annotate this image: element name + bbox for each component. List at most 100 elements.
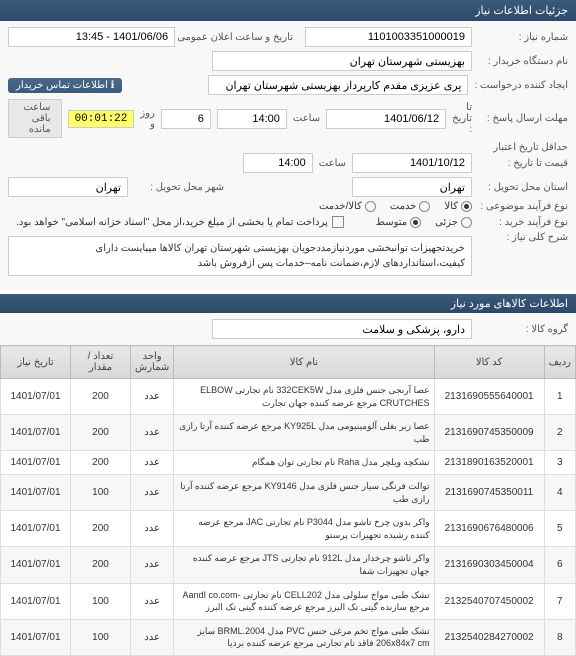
province-label: استان محل تحویل : [478, 182, 568, 193]
cell-date: 1401/07/01 [1, 511, 71, 547]
announce-input[interactable] [8, 27, 175, 47]
cell-name: عصا زیر بغلی آلومینیومی مدل KY925L مرجع … [174, 415, 434, 451]
table-row[interactable]: 62131690303450004واکر تاشو چرخدار مدل 91… [1, 547, 576, 583]
deadline-time-lbl: ساعت [293, 113, 320, 124]
buy-type-label: نوع فرآیند خرید : [478, 217, 568, 228]
cell-unit: عدد [131, 511, 174, 547]
cell-code: 2131690555640001 [434, 379, 544, 415]
radio-goods-service-label: کالا/خدمت [319, 201, 362, 212]
cell-unit: عدد [131, 451, 174, 475]
cell-qty: 200 [71, 379, 131, 415]
cell-unit: عدد [131, 379, 174, 415]
info-icon: ℹ [111, 80, 115, 91]
cell-code: 2131690745350009 [434, 415, 544, 451]
cell-code: 2132540707450002 [434, 583, 544, 619]
cell-date: 1401/07/01 [1, 619, 71, 655]
cell-qty: 100 [71, 619, 131, 655]
table-row[interactable]: 72132540707450002تشک طبی مواج سلولی مدل … [1, 583, 576, 619]
requester-input[interactable] [208, 75, 468, 95]
table-row[interactable]: 52131690676480006واکر بدون چرخ تاشو مدل … [1, 511, 576, 547]
cell-name: توالت فرنگی سیار جنس فلزی مدل KY9146 مرج… [174, 474, 434, 510]
radio-service[interactable]: خدمت [390, 201, 431, 212]
buyer-org-input[interactable] [212, 51, 472, 71]
col-name: نام کالا [174, 346, 434, 379]
cell-name: تشکچه ویلچر مدل Raha نام تجارتی توان همگ… [174, 451, 434, 475]
table-row[interactable]: 42131690745350011توالت فرنگی سیار جنس فل… [1, 474, 576, 510]
deadline-date-lbl: تا تاریخ : [452, 102, 472, 135]
cell-qty: 100 [71, 474, 131, 510]
radio-goods[interactable]: کالا [444, 201, 472, 212]
validity-sub-label: قیمت تا تاریخ : [478, 158, 568, 169]
table-row[interactable]: 82132540284270002تشک طبی مواج تخم مرغی ج… [1, 619, 576, 655]
days-lbl: روز و [140, 108, 155, 130]
col-idx: ردیف [544, 346, 575, 379]
radio-medium-label: متوسط [376, 217, 407, 228]
table-row[interactable]: 32131890163520001تشکچه ویلچر مدل Raha نا… [1, 451, 576, 475]
city-input[interactable] [8, 177, 128, 197]
cell-date: 1401/07/01 [1, 451, 71, 475]
deadline-time-input[interactable] [217, 109, 287, 129]
radio-dot-icon [419, 201, 430, 212]
cell-unit: عدد [131, 415, 174, 451]
group-input[interactable] [212, 319, 472, 339]
subject-radio-group: کالا خدمت کالا/خدمت [319, 201, 472, 212]
need-no-input[interactable] [305, 27, 472, 47]
cell-qty: 200 [71, 511, 131, 547]
buyer-org-label: نام دستگاه خریدار : [478, 56, 568, 67]
cell-unit: عدد [131, 547, 174, 583]
cell-code: 2132540284270002 [434, 619, 544, 655]
checkbox-icon [332, 216, 344, 228]
radio-dot-icon [365, 201, 376, 212]
cell-date: 1401/07/01 [1, 379, 71, 415]
radio-dot-icon [461, 217, 472, 228]
radio-medium[interactable]: متوسط [376, 217, 421, 228]
radio-goods-service[interactable]: کالا/خدمت [319, 201, 376, 212]
payment-checkbox[interactable]: پرداخت تمام یا بخشی از مبلغ خرید،از محل … [16, 216, 344, 228]
cell-idx: 1 [544, 379, 575, 415]
radio-small[interactable]: جزئی [435, 217, 472, 228]
cell-code: 2131690303450004 [434, 547, 544, 583]
radio-dot-icon [461, 201, 472, 212]
need-desc-label: شرح کلی نیاز : [478, 232, 568, 243]
cell-idx: 3 [544, 451, 575, 475]
items-section-header: اطلاعات کالاهای مورد نیاز [0, 294, 576, 313]
timer-remain-label: ساعت باقی مانده [8, 99, 62, 138]
cell-qty: 200 [71, 547, 131, 583]
cell-date: 1401/07/01 [1, 415, 71, 451]
validity-time-lbl: ساعت [319, 158, 346, 169]
countdown-timer: 00:01:22 [68, 110, 135, 128]
items-table-wrap: ردیف کد کالا نام کالا واحد شمارش تعداد /… [0, 345, 576, 656]
cell-idx: 8 [544, 619, 575, 655]
validity-time-input[interactable] [243, 153, 313, 173]
deadline-date-input[interactable] [326, 109, 446, 129]
cell-code: 2131690745350011 [434, 474, 544, 510]
cell-qty: 100 [71, 583, 131, 619]
subject-label: نوع فرآیند موضوعی : [478, 201, 568, 212]
group-label: گروه کالا : [478, 324, 568, 335]
validity-label: حداقل تاریخ اعتبار [478, 142, 568, 153]
radio-dot-icon [410, 217, 421, 228]
table-row[interactable]: 12131690555640001عصا آرنجی جنس فلزی مدل … [1, 379, 576, 415]
days-input[interactable] [161, 109, 211, 129]
col-code: کد کالا [434, 346, 544, 379]
items-section-title: اطلاعات کالاهای مورد نیاز [451, 298, 568, 310]
cell-code: 2131890163520001 [434, 451, 544, 475]
form-area: شماره نیاز : تاریخ و ساعت اعلان عمومی : … [0, 21, 576, 290]
contact-badge[interactable]: ℹ اطلاعات تماس خریدار [8, 78, 122, 93]
col-qty: تعداد / مقدار [71, 346, 131, 379]
contact-badge-label: اطلاعات تماس خریدار [16, 80, 108, 91]
need-no-label: شماره نیاز : [478, 32, 568, 43]
city-label: شهر محل تحویل : [134, 182, 224, 193]
cell-name: واکر بدون چرخ تاشو مدل P3044 نام تجارتی … [174, 511, 434, 547]
table-row[interactable]: 22131690745350009عصا زیر بغلی آلومینیومی… [1, 415, 576, 451]
cell-name: تشک طبی مواج سلولی مدل CELL202 نام تجارت… [174, 583, 434, 619]
validity-date-input[interactable] [352, 153, 472, 173]
cell-idx: 5 [544, 511, 575, 547]
cell-qty: 200 [71, 415, 131, 451]
need-desc-box: خریدتجهیزات توانبخشی موردنیازمددجویان به… [8, 236, 472, 276]
cell-date: 1401/07/01 [1, 547, 71, 583]
province-input[interactable] [352, 177, 472, 197]
cell-unit: عدد [131, 619, 174, 655]
cell-unit: عدد [131, 474, 174, 510]
cell-idx: 7 [544, 583, 575, 619]
